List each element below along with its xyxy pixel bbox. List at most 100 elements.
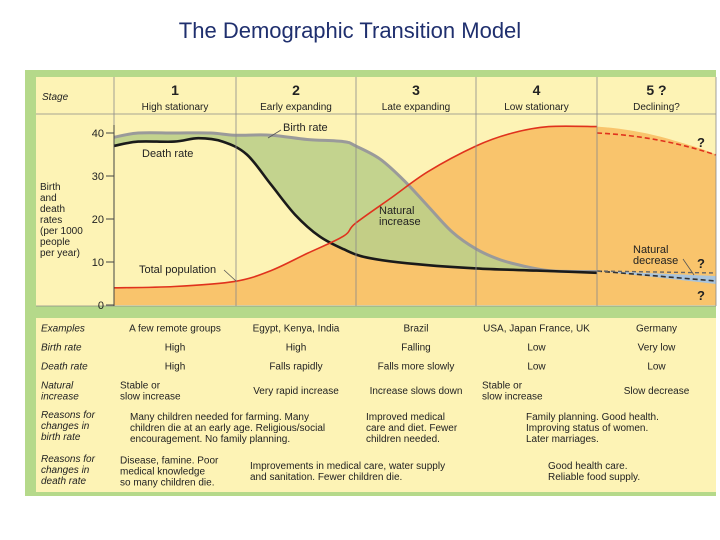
birth-rate-label: Birth rate <box>283 122 328 134</box>
table-cell-text: Low <box>527 362 546 373</box>
reasons-birth-text-c-line-0: Family planning. Good health. <box>526 412 659 423</box>
reasons-birth-label-cell <box>36 405 114 449</box>
reasons-birth-cell <box>356 405 476 449</box>
birth-rate-line <box>113 131 598 274</box>
total-population-label: Total population <box>139 264 216 276</box>
reasons-death-cell <box>476 449 716 492</box>
reasons-birth-label-line-2: birth rate <box>41 432 81 443</box>
reasons-birth-cell <box>476 405 716 449</box>
reasons-death-cell <box>236 449 476 492</box>
reasons-death-text-c-line-0: Good health care. <box>548 461 628 472</box>
natural-decrease-label-line-0: Natural <box>633 244 668 256</box>
stage-number: 5 ? <box>646 82 666 98</box>
table-cell <box>356 337 476 356</box>
table-row-label: Birth rate <box>41 343 82 354</box>
table-row-label: Examples <box>41 324 85 335</box>
table-cell-text: Brazil <box>403 324 428 335</box>
reasons-death-text-b-line-1: and sanitation. Fewer children die. <box>250 472 402 483</box>
table-cell-text: Very low <box>638 343 677 354</box>
table-row-label-cell <box>36 356 114 375</box>
stage-header-cell <box>356 77 476 114</box>
table-row-label-cell <box>36 318 114 337</box>
y-axis-label-line-5: people <box>40 237 70 248</box>
question-mark-death: ? <box>697 288 705 303</box>
reasons-birth-text-c-line-2: Later marriages. <box>526 434 599 445</box>
table-cell-text: High <box>286 343 307 354</box>
reasons-birth-text-b-line-2: children needed. <box>366 434 440 445</box>
table-cell-text: High <box>165 362 186 373</box>
reasons-death-label-line-1: changes in <box>41 465 90 476</box>
table-cell <box>236 375 356 405</box>
stage-number: 1 <box>171 82 179 98</box>
reasons-birth-text-a-line-0: Many children needed for farming. Many <box>130 412 309 423</box>
table-cell-text: Falling <box>401 343 430 354</box>
y-tick-label: 20 <box>92 214 104 226</box>
table-cell <box>476 375 597 405</box>
stage-name: Declining? <box>633 102 680 113</box>
reasons-death-text-a-line-2: so many children die. <box>120 478 215 489</box>
table-cell-text: Very rapid increase <box>253 386 339 397</box>
table-cell-text: Stable or <box>120 381 161 392</box>
table-cell <box>476 337 597 356</box>
table-cell-text: Germany <box>636 324 677 335</box>
table-cell-text: Stable or <box>482 381 523 392</box>
reasons-birth-cell <box>114 405 356 449</box>
table-row-label: Death rate <box>41 362 88 373</box>
table-cell <box>356 356 476 375</box>
table-cell <box>597 337 716 356</box>
reasons-death-label-line-0: Reasons for <box>41 454 96 465</box>
birth-rate-projection-dashed <box>596 270 717 274</box>
death-rate-label: Death rate <box>142 148 193 160</box>
y-tick-label: 40 <box>92 128 104 140</box>
reasons-birth-text-b-line-0: Improved medical <box>366 412 445 423</box>
table-cell-text: Falls rapidly <box>269 362 322 373</box>
table-cell <box>356 375 476 405</box>
stage-header-cell <box>597 77 716 114</box>
total-population-line <box>113 125 598 289</box>
table-cell <box>476 318 597 337</box>
natural-increase-area <box>114 132 597 273</box>
reasons-birth-text-a-line-2: encouragement. No family planning. <box>130 434 290 445</box>
table-cell <box>114 356 236 375</box>
natural-increase-label-line-1: increase <box>379 216 421 228</box>
reasons-death-label-cell <box>36 449 114 492</box>
table-row-label: Natural <box>41 381 74 392</box>
population-projection-dashed <box>596 132 717 156</box>
table-cell <box>114 337 236 356</box>
stage-header-cell <box>114 77 236 114</box>
stage-name: Early expanding <box>260 102 332 113</box>
table-cell-text: Egypt, Kenya, India <box>253 324 340 335</box>
question-mark-birth: ? <box>697 256 705 271</box>
stage-label: Stage <box>42 92 69 103</box>
table-cell-text: USA, Japan France, UK <box>483 324 590 335</box>
reasons-death-text-a-line-1: medical knowledge <box>120 467 205 478</box>
stage-number: 3 <box>412 82 420 98</box>
y-axis-label-line-6: per year) <box>40 248 80 259</box>
table-cell-text: Falls more slowly <box>378 362 455 373</box>
natural-decrease-leader <box>682 258 695 276</box>
table-row-label: increase <box>41 392 79 403</box>
stage-header-cell <box>236 77 356 114</box>
table-cell-text: Low <box>647 362 666 373</box>
natural-increase-label-line-0: Natural <box>379 205 414 217</box>
reasons-death-text-a-line-0: Disease, famine. Poor <box>120 456 219 467</box>
table-cell <box>476 356 597 375</box>
table-cell <box>236 356 356 375</box>
reasons-birth-text-a-line-1: children die at an early age. Religious/… <box>130 423 325 434</box>
y-tick-label: 10 <box>92 257 104 269</box>
table-cell-text: Slow decrease <box>624 386 690 397</box>
stage-name: High stationary <box>142 102 209 113</box>
y-axis-label-line-1: and <box>40 193 57 204</box>
stage-label-cell <box>36 77 114 114</box>
table-cell <box>597 356 716 375</box>
reasons-death-text-b-line-0: Improvements in medical care, water supp… <box>250 461 445 472</box>
birth-rate-leader <box>267 129 282 139</box>
stage-header-cell <box>476 77 597 114</box>
stage-number: 4 <box>533 82 541 98</box>
stage-number: 2 <box>292 82 300 98</box>
y-axis-label-line-0: Birth <box>40 182 61 193</box>
reasons-birth-label-line-0: Reasons for <box>41 410 96 421</box>
table-row-label-cell <box>36 375 114 405</box>
reasons-death-text-c-line-1: Reliable food supply. <box>548 472 640 483</box>
